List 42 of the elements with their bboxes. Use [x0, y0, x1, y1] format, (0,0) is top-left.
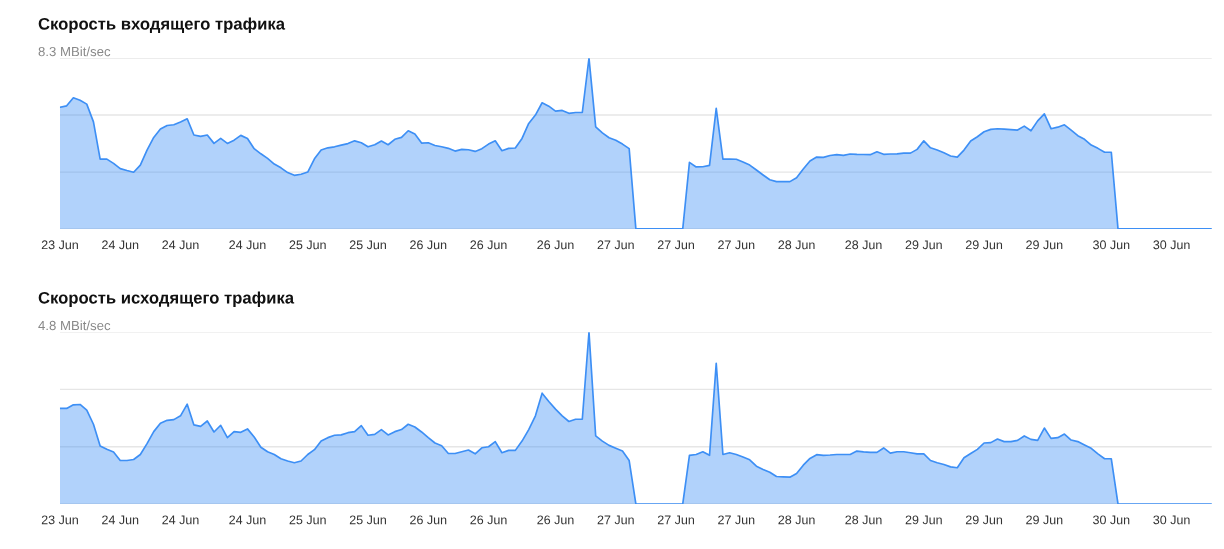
x-tick-label: 24 Jun	[162, 515, 199, 525]
x-tick-label: 27 Jun	[657, 515, 694, 525]
chart-title: Скорость входящего трафика	[38, 17, 286, 34]
x-tick-label: 28 Jun	[845, 515, 882, 525]
x-tick-label: 29 Jun	[965, 240, 1003, 250]
x-tick-label: 26 Jun	[470, 240, 507, 250]
x-tick-label: 24 Jun	[229, 240, 266, 250]
x-tick-label: 29 Jun	[1026, 240, 1063, 250]
x-tick-label: 23 Jun	[41, 515, 78, 525]
x-tick-label: 27 Jun	[718, 240, 755, 250]
x-tick-label: 30 Jun	[1153, 240, 1190, 250]
x-tick-label: 25 Jun	[349, 240, 386, 250]
x-tick-label: 28 Jun	[778, 515, 815, 525]
x-tick-label: 25 Jun	[349, 515, 386, 525]
x-tick-label: 23 Jun	[41, 240, 78, 250]
x-tick-label: 25 Jun	[289, 515, 326, 525]
x-tick-label: 24 Jun	[229, 515, 266, 525]
x-tick-label: 25 Jun	[289, 240, 326, 250]
x-tick-label: 24 Jun	[102, 240, 139, 250]
x-tick-label: 26 Jun	[537, 515, 574, 525]
x-tick-label: 29 Jun	[965, 515, 1003, 525]
x-tick-label: 27 Jun	[597, 240, 634, 250]
chart-title: Скорость исходящего трафика	[38, 291, 295, 307]
x-tick-label: 26 Jun	[537, 240, 574, 250]
x-tick-label: 26 Jun	[410, 240, 447, 250]
x-tick-label: 30 Jun	[1153, 515, 1190, 525]
x-tick-label: 27 Jun	[657, 240, 694, 250]
x-tick-label: 29 Jun	[1026, 515, 1063, 525]
x-tick-label: 26 Jun	[470, 515, 507, 525]
chart-subtitle: 4.8 MBit/sec	[38, 320, 111, 331]
x-tick-label: 27 Jun	[597, 515, 634, 525]
chart-subtitle: 8.3 MBit/sec	[38, 46, 111, 57]
x-tick-label: 30 Jun	[1093, 240, 1130, 250]
x-tick-label: 27 Jun	[718, 515, 755, 525]
x-tick-label: 29 Jun	[905, 240, 942, 250]
x-tick-label: 28 Jun	[845, 240, 882, 250]
x-tick-label: 24 Jun	[102, 515, 139, 525]
x-tick-label: 29 Jun	[905, 515, 942, 525]
x-tick-label: 26 Jun	[410, 515, 447, 525]
x-tick-label: 28 Jun	[778, 240, 815, 250]
x-tick-label: 24 Jun	[162, 240, 199, 250]
x-tick-label: 30 Jun	[1093, 515, 1130, 525]
